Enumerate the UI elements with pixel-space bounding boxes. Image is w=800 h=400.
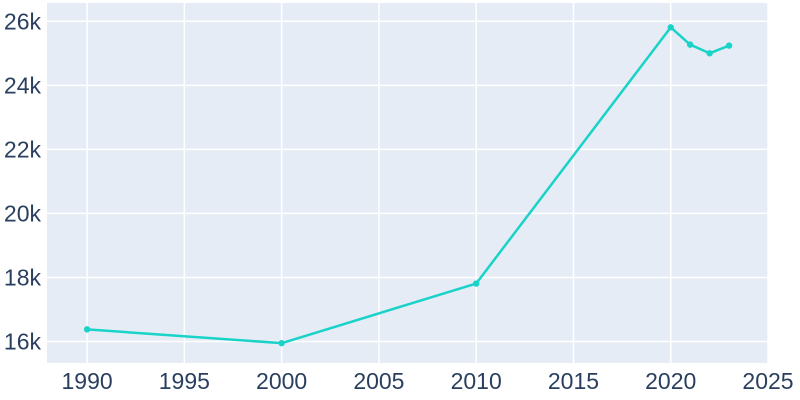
y-tick-label: 22k (4, 136, 42, 162)
y-tick-label: 18k (4, 264, 42, 290)
y-tick-label: 20k (4, 200, 42, 226)
plot-area[interactable] (47, 3, 768, 363)
x-tick-label: 2000 (256, 368, 307, 394)
data-point-2021[interactable] (686, 41, 694, 48)
x-tick-label: 2015 (548, 368, 599, 394)
x-tick-label: 1995 (159, 368, 210, 394)
x-tick-label: 2020 (645, 368, 696, 394)
data-point-2020[interactable] (667, 24, 674, 31)
data-point-2023[interactable] (725, 42, 733, 49)
x-tick-label: 2010 (451, 368, 502, 394)
y-tick-label: 24k (4, 72, 42, 98)
x-tick-label: 2025 (742, 368, 793, 394)
y-tick-label: 26k (4, 8, 42, 34)
data-point-2000[interactable] (278, 339, 285, 347)
data-point-2010[interactable] (472, 280, 480, 287)
data-point-1990[interactable] (83, 326, 91, 333)
y-tick-label: 16k (4, 329, 42, 355)
data-point-2022[interactable] (706, 50, 713, 57)
x-tick-label: 2005 (353, 368, 404, 394)
x-tick-label: 1990 (61, 368, 112, 394)
